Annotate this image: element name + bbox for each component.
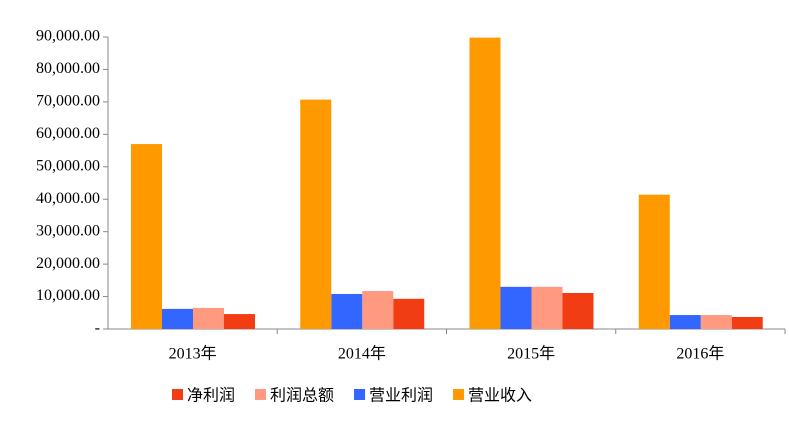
x-tick-label: 2013年 (169, 345, 217, 363)
y-tick-label: 90,000.00 (36, 28, 100, 45)
legend-label: 净利润 (187, 386, 235, 405)
bar (193, 307, 224, 329)
y-tick-label: 30,000.00 (36, 222, 100, 239)
legend: 净利润 利润总额 营业利润 营业收入 (172, 386, 532, 405)
y-tick-label: - (95, 320, 100, 337)
legend-swatch (255, 389, 267, 400)
bar (700, 315, 732, 329)
bar (562, 292, 594, 329)
x-tick-label: 2015年 (507, 345, 555, 363)
legend-label: 利润总额 (270, 386, 334, 405)
y-tick-label: 60,000.00 (36, 125, 100, 142)
bar (300, 99, 332, 330)
y-tick-label: 10,000.00 (36, 287, 100, 304)
y-tick-label: 20,000.00 (36, 255, 100, 272)
legend-swatch (172, 389, 183, 400)
y-tick-label: 40,000.00 (36, 190, 100, 207)
bar (500, 286, 532, 329)
legend-swatch (453, 389, 465, 400)
bar (469, 37, 501, 329)
bar (162, 308, 193, 329)
bar (393, 298, 425, 329)
x-tick-label: 2016年 (676, 345, 724, 363)
y-tick-label: 80,000.00 (36, 60, 100, 77)
bar (669, 315, 701, 329)
legend-label: 营业收入 (468, 386, 532, 405)
bar (531, 286, 563, 329)
x-tick-label: 2014年 (338, 345, 386, 363)
bar (224, 314, 255, 329)
bar (131, 144, 162, 329)
bar (638, 194, 670, 329)
bar (362, 291, 394, 329)
legend-swatch (354, 389, 366, 400)
y-tick-label: 70,000.00 (36, 93, 100, 110)
bar (731, 316, 763, 329)
bar (331, 293, 363, 329)
y-tick-label: 50,000.00 (36, 157, 100, 174)
legend-label: 营业利润 (369, 386, 433, 405)
